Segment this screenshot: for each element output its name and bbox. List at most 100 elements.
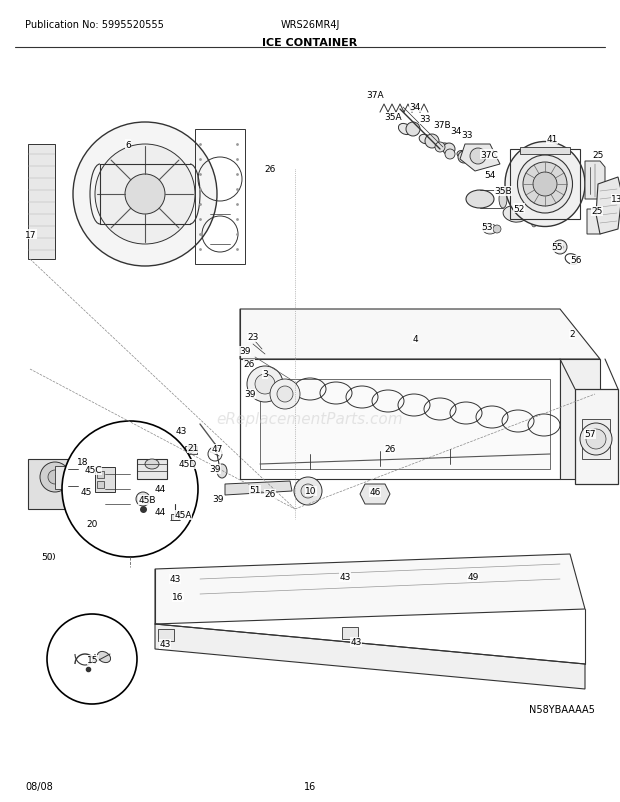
Circle shape: [445, 150, 455, 160]
Circle shape: [493, 225, 501, 233]
Ellipse shape: [217, 464, 227, 479]
Text: 39: 39: [210, 465, 221, 474]
Text: 53: 53: [481, 223, 493, 233]
Ellipse shape: [399, 124, 412, 136]
Text: 21: 21: [187, 444, 198, 453]
Bar: [108, 494, 118, 501]
Bar: [510, 150, 580, 220]
Polygon shape: [585, 162, 605, 200]
Polygon shape: [560, 359, 600, 480]
Text: 33: 33: [419, 115, 431, 124]
Text: 26: 26: [264, 490, 276, 499]
Text: 34: 34: [450, 127, 462, 136]
Polygon shape: [80, 525, 165, 539]
Circle shape: [435, 143, 445, 153]
Text: 35B: 35B: [494, 187, 512, 196]
Text: 43: 43: [339, 573, 351, 581]
Text: 2: 2: [569, 330, 575, 339]
Polygon shape: [155, 554, 585, 624]
Polygon shape: [28, 145, 55, 260]
Ellipse shape: [457, 152, 467, 158]
Circle shape: [458, 152, 470, 164]
Polygon shape: [155, 460, 165, 525]
Text: N58YBAAAA5: N58YBAAAA5: [529, 704, 595, 714]
Text: 45D: 45D: [179, 460, 197, 469]
Text: 17: 17: [25, 230, 37, 239]
Ellipse shape: [499, 191, 507, 209]
Polygon shape: [575, 390, 618, 484]
Bar: [185, 447, 197, 455]
Circle shape: [48, 471, 62, 484]
Bar: [158, 630, 174, 642]
Circle shape: [406, 123, 420, 137]
Ellipse shape: [419, 135, 431, 144]
Text: 45: 45: [81, 488, 92, 497]
Text: 44: 44: [154, 485, 166, 494]
Ellipse shape: [440, 144, 451, 152]
Circle shape: [553, 241, 567, 255]
Circle shape: [95, 145, 195, 245]
Ellipse shape: [97, 651, 110, 662]
Polygon shape: [100, 464, 135, 514]
Circle shape: [277, 387, 293, 403]
Polygon shape: [460, 145, 500, 172]
Bar: [108, 509, 118, 516]
Text: WRS26MR4J: WRS26MR4J: [280, 20, 340, 30]
Text: 51: 51: [249, 486, 261, 495]
Text: 43: 43: [169, 575, 180, 584]
Text: 3: 3: [262, 370, 268, 379]
Text: 50: 50: [42, 553, 53, 561]
Polygon shape: [80, 460, 165, 525]
Text: 43: 43: [175, 427, 187, 436]
Polygon shape: [240, 359, 560, 480]
Text: 39: 39: [212, 495, 224, 504]
Circle shape: [73, 123, 217, 267]
Text: 39: 39: [239, 347, 250, 356]
Text: 46: 46: [370, 488, 381, 497]
Text: 52: 52: [513, 205, 525, 213]
Bar: [28, 460, 83, 509]
Text: 39: 39: [244, 390, 255, 399]
Text: 16: 16: [172, 593, 184, 602]
Circle shape: [125, 175, 165, 215]
Text: 43: 43: [159, 640, 170, 649]
Circle shape: [586, 429, 606, 449]
Text: 13: 13: [611, 195, 620, 205]
Circle shape: [301, 484, 315, 498]
Circle shape: [62, 422, 198, 557]
Text: 37C: 37C: [480, 150, 498, 160]
Polygon shape: [55, 467, 68, 489]
Text: 34: 34: [409, 103, 421, 112]
Circle shape: [470, 149, 486, 164]
Bar: [97, 472, 104, 479]
Text: 25: 25: [592, 150, 604, 160]
Ellipse shape: [503, 207, 527, 223]
Circle shape: [255, 375, 275, 395]
Bar: [97, 481, 104, 488]
Text: 15: 15: [87, 656, 99, 665]
Circle shape: [47, 614, 137, 704]
Polygon shape: [596, 178, 620, 235]
Text: 26: 26: [243, 360, 255, 369]
Circle shape: [533, 172, 557, 196]
Text: 47: 47: [211, 445, 223, 454]
Text: 26: 26: [384, 445, 396, 454]
Bar: [80, 460, 155, 525]
Text: 18: 18: [78, 458, 89, 467]
Text: 16: 16: [304, 781, 316, 791]
Polygon shape: [155, 624, 585, 689]
Circle shape: [425, 135, 439, 149]
Ellipse shape: [531, 212, 539, 228]
Text: 35A: 35A: [384, 113, 402, 123]
Text: 55: 55: [551, 243, 563, 252]
Text: 41: 41: [546, 136, 557, 144]
Circle shape: [557, 245, 563, 251]
Text: 44: 44: [154, 508, 166, 516]
Text: Publication No: 5995520555: Publication No: 5995520555: [25, 20, 164, 30]
Bar: [137, 460, 167, 480]
Bar: [108, 480, 118, 486]
Circle shape: [270, 379, 300, 410]
Polygon shape: [360, 484, 390, 504]
Text: eReplacementParts.com: eReplacementParts.com: [216, 412, 404, 427]
Bar: [95, 468, 115, 492]
